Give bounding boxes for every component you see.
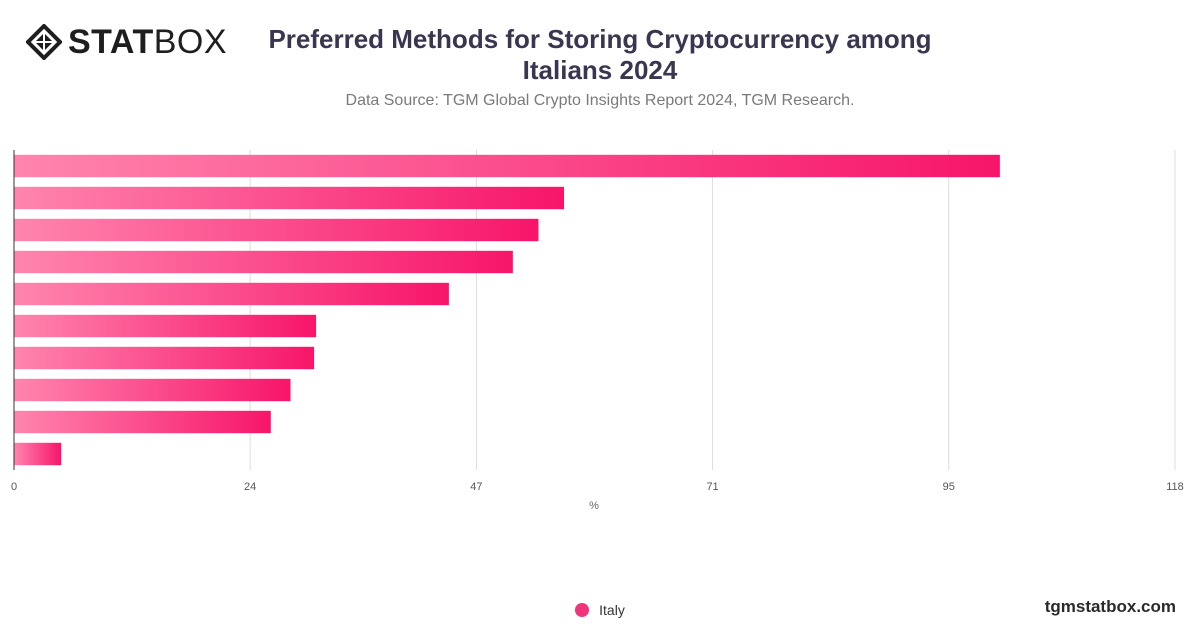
bar-2[interactable]: [14, 186, 564, 210]
chart-title: Preferred Methods for Storing Cryptocurr…: [268, 24, 932, 85]
legend: Italy: [0, 602, 1200, 618]
bar-7[interactable]: [14, 346, 315, 370]
bar-1[interactable]: [14, 154, 1000, 178]
bar-5[interactable]: [14, 282, 449, 306]
x-axis-label: %: [589, 500, 599, 512]
x-tick-label: 71: [706, 481, 718, 493]
logo-wordmark: STATBOX: [68, 23, 228, 61]
bar-4[interactable]: [14, 250, 513, 274]
x-tick-label: 0: [11, 481, 17, 493]
bar-chart: 0 24 47 71 95 118 %: [11, 150, 1184, 512]
bar-9[interactable]: [14, 410, 271, 434]
bar-10[interactable]: [14, 442, 62, 466]
chart-subtitle: Data Source: TGM Global Crypto Insights …: [345, 92, 855, 109]
statbox-logo: STATBOX: [26, 22, 227, 62]
x-tick-label: 118: [1166, 481, 1184, 493]
legend-marker-italy[interactable]: [575, 603, 590, 617]
bar-8[interactable]: [14, 378, 291, 402]
x-tick-label: 95: [943, 481, 955, 493]
legend-label-italy[interactable]: Italy: [599, 602, 625, 618]
x-tick-label: 47: [470, 481, 482, 493]
statbox-diamond-icon: [26, 24, 62, 60]
bar-6[interactable]: [14, 314, 317, 338]
x-tick-label: 24: [244, 481, 256, 493]
bar-3[interactable]: [14, 218, 539, 242]
site-url: tgmstatbox.com: [1044, 597, 1176, 616]
